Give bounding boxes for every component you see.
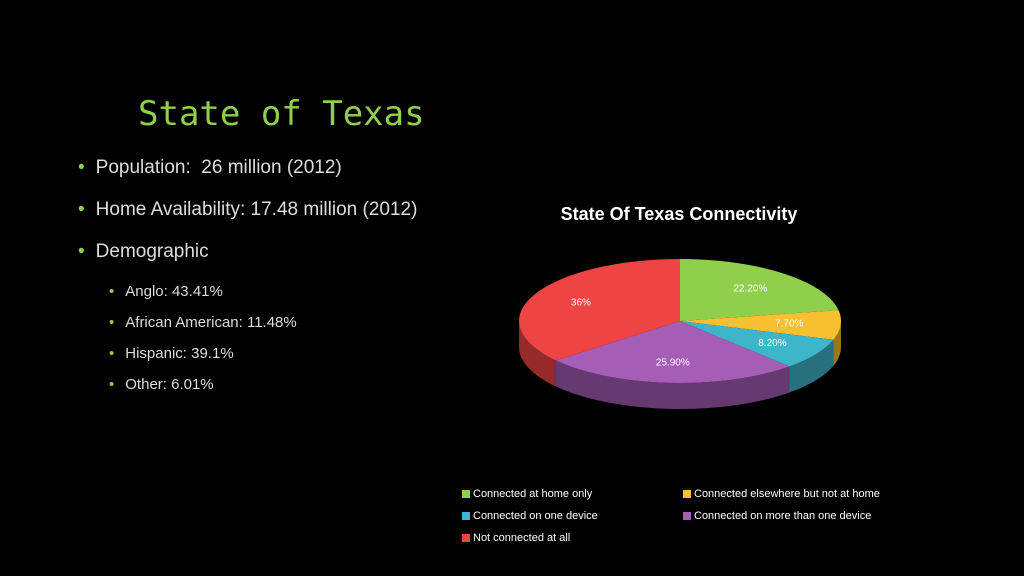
legend-label: Connected at home only <box>473 488 593 500</box>
pie-slice <box>680 259 839 321</box>
bullet: Demographic <box>78 238 417 280</box>
legend-swatch <box>683 490 691 498</box>
bullet: Population: 26 million (2012) <box>78 154 417 196</box>
legend-label: Connected on one device <box>473 510 598 522</box>
pie-slice-side <box>519 321 556 387</box>
bullet: Hispanic: 39.1% <box>78 342 417 373</box>
data-label: 22.20% <box>733 283 767 294</box>
bullet: Home Availability: 17.48 million (2012) <box>78 196 418 238</box>
data-label: 25.90% <box>656 358 690 369</box>
pie-slice-side <box>555 360 790 409</box>
data-label: 7.70% <box>775 318 803 329</box>
pie-slice <box>555 321 790 383</box>
bullet-list: Population: 26 million (2012)Home Availa… <box>78 154 418 404</box>
legend-swatch <box>462 534 470 542</box>
data-label: 8.20% <box>758 338 786 349</box>
bullet: African American: 11.48% <box>78 311 417 342</box>
legend-label: Connected elsewhere but not at home <box>694 488 880 500</box>
legend-swatch <box>683 512 691 520</box>
pie-slice <box>519 259 680 361</box>
bullet: Other: 6.01% <box>78 373 417 404</box>
bullet: Anglo: 43.41% <box>78 280 417 311</box>
pie-slice-side <box>789 339 834 393</box>
legend-label: Not connected at all <box>473 532 570 544</box>
chart-title: State Of Texas Connectivity <box>561 204 798 224</box>
slide-title: State of Texas <box>138 94 425 134</box>
data-label: 36% <box>571 298 591 309</box>
pie-slice-side <box>833 321 841 366</box>
legend-swatch <box>462 490 470 498</box>
legend-swatch <box>462 512 470 520</box>
pie-slice <box>680 321 834 367</box>
pie-slice <box>680 310 841 340</box>
legend-label: Connected on more than one device <box>694 510 871 522</box>
